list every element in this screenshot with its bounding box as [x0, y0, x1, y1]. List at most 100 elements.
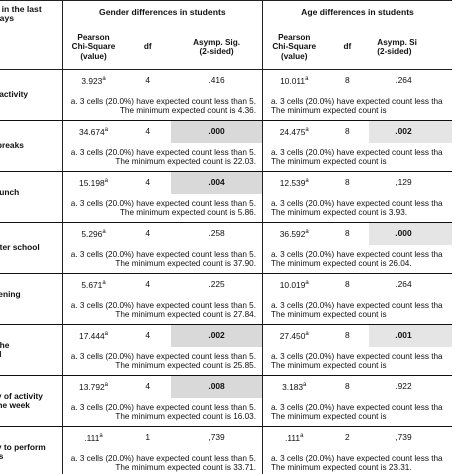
age-df-value: 8 [345, 381, 350, 392]
footnote-row: a. 3 cells (20.0%) have expected count l… [0, 194, 452, 223]
age-df-value: 8 [345, 279, 350, 290]
gender-footnote: a. 3 cells (20.0%) have expected count l… [61, 92, 263, 121]
footnote-row: a. 3 cells (20.0%) have expected count l… [0, 449, 452, 474]
gender-chi-value: 5.671a [61, 273, 125, 296]
age-footnote: a. 3 cells (20.0%) have expected count l… [262, 296, 452, 325]
gender-df-header: df [124, 25, 172, 70]
age-chi-value: 10.019a [262, 273, 326, 296]
gender-footnote: a. 3 cells (20.0%) have expected count l… [61, 449, 263, 474]
age-df-header: df [325, 25, 370, 70]
gender-footnote: a. 3 cells (20.0%) have expected count l… [61, 296, 263, 325]
activity-label: ing lunch aks [0, 171, 63, 223]
group-header-row: ivity in the last en days Gender differe… [0, 0, 452, 70]
row-header-cell: ivity in the last en days [0, 0, 63, 70]
gender-chi-value: 5.296a [61, 222, 125, 245]
gender-chi-value: 3.923a [61, 69, 125, 92]
age-sig-value: .002 [369, 120, 452, 143]
age-sig-value: .264 [395, 279, 412, 290]
activity-label: ing the kend [0, 324, 63, 376]
gender-chi-value: 17.444a [61, 324, 125, 347]
chi-square-table: ivity in the last en days Gender differe… [0, 0, 452, 474]
gender-df-value: 4 [145, 126, 151, 137]
age-chi-value: 10.011a [262, 69, 326, 92]
age-chi-value: 27.450a [262, 324, 326, 347]
age-sig-value: .264 [395, 75, 412, 86]
footnote-row: a. 3 cells (20.0%) have expected count l… [0, 92, 452, 121]
age-footnote: a. 3 cells (20.0%) have expected count l… [262, 92, 452, 121]
gender-chi-value: .111a [61, 426, 125, 449]
footnote-row: a. 3 cells (20.0%) have expected count l… [0, 296, 452, 325]
activity-label: e evening rs [0, 273, 63, 325]
footnote-row: a. 3 cells (20.0%) have expected count l… [0, 143, 452, 172]
age-group-header: Age differences in students [262, 0, 452, 25]
age-sig-value: .001 [369, 324, 452, 347]
gender-footnote: a. 3 cells (20.0%) have expected count l… [61, 194, 263, 223]
gender-chi-value: 13.792a [61, 375, 125, 398]
activity-label: bility to perform vities [0, 426, 63, 474]
age-df-value: 8 [345, 177, 350, 188]
age-footnote: a. 3 cells (20.0%) have expected count l… [262, 398, 452, 427]
gender-df-value: 4 [145, 228, 151, 239]
gender-sig-value: .008 [171, 375, 263, 398]
stat-row: e evening rs5.671a 4 .225 10.019a 8 .264 [0, 273, 452, 325]
gender-sig-value: .258 [208, 228, 225, 239]
gender-pearson-header: Pearson Chi-Square (value) [61, 25, 125, 70]
gender-df-value: 4 [145, 75, 151, 86]
gender-df-value: 4 [145, 330, 151, 341]
footnote-row: a. 3 cells (20.0%) have expected count l… [0, 245, 452, 274]
age-chi-value: 12.539a [262, 171, 326, 194]
age-footnote: a. 3 cells (20.0%) have expected count l… [262, 347, 452, 376]
column-header-row: Pearson Chi-Square (value) df Asymp. Sig… [0, 25, 452, 70]
age-df-value: 8 [345, 330, 350, 341]
gender-chi-value: 34.674a [61, 120, 125, 143]
activity-label: nsity of activity ng the week [0, 375, 63, 427]
gender-df-value: 4 [145, 279, 151, 290]
age-pearson-header: Pearson Chi-Square (value) [262, 25, 326, 70]
age-asymp-header: Asymp. Si (2-sided) [369, 25, 452, 70]
age-sig-value: .000 [369, 222, 452, 245]
footnote-row: a. 3 cells (20.0%) have expected count l… [0, 347, 452, 376]
age-sig-value: ,739 [395, 432, 412, 443]
age-chi-value: .111a [262, 426, 326, 449]
age-footnote: a. 3 cells (20.0%) have expected count l… [262, 449, 452, 474]
gender-sig-value: .002 [171, 324, 263, 347]
age-sig-value: .922 [395, 381, 412, 392]
gender-df-value: 4 [145, 177, 151, 188]
gender-footnote: a. 3 cells (20.0%) have expected count l… [61, 143, 263, 172]
gender-sig-value: .004 [171, 171, 263, 194]
gender-footnote: a. 3 cells (20.0%) have expected count l… [61, 398, 263, 427]
stat-row: bility to perform vities.111a1,739.111a2… [0, 426, 452, 474]
gender-footnote: a. 3 cells (20.0%) have expected count l… [61, 347, 263, 376]
activity-label: nt after school [0, 222, 63, 274]
gender-sig-value: .000 [171, 120, 263, 143]
gender-group-header: Gender differences in students [61, 0, 263, 25]
age-footnote: a. 3 cells (20.0%) have expected count l… [262, 143, 452, 172]
gender-sig-value: .225 [208, 279, 225, 290]
age-df-value: 2 [345, 432, 350, 443]
gender-asymp-header: Asymp. Sig. (2-sided) [171, 25, 263, 70]
gender-sig-value: .416 [208, 75, 225, 86]
age-df-value: 8 [345, 126, 350, 137]
age-df-value: 8 [345, 228, 350, 239]
gender-sig-value: ,739 [208, 432, 225, 443]
gender-df-value: 4 [145, 381, 151, 392]
age-chi-value: 36.592a [262, 222, 326, 245]
age-footnote: a. 3 cells (20.0%) have expected count l… [262, 245, 452, 274]
gender-df-value: 1 [145, 432, 151, 443]
age-df-value: 8 [345, 75, 350, 86]
age-chi-value: 3.183a [262, 375, 326, 398]
age-sig-value: ,129 [395, 177, 412, 188]
activity-label: ing breaks [0, 120, 63, 172]
age-chi-value: 24.475a [262, 120, 326, 143]
activity-label: eral activity [0, 69, 63, 121]
gender-chi-value: 15.198a [61, 171, 125, 194]
gender-footnote: a. 3 cells (20.0%) have expected count l… [61, 245, 263, 274]
age-footnote: a. 3 cells (20.0%) have expected count l… [262, 194, 452, 223]
